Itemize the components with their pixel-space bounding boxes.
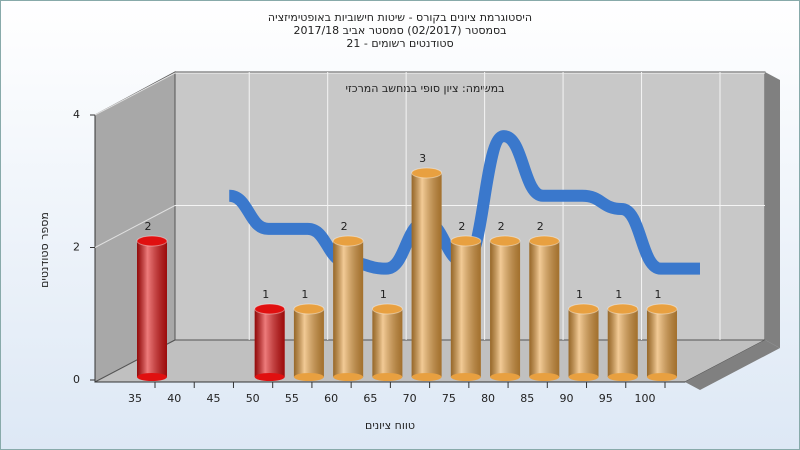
bar-base xyxy=(137,373,167,381)
x-tick-label: 55 xyxy=(285,392,299,405)
bar-shade xyxy=(293,309,324,377)
x-tick-label: 95 xyxy=(599,392,613,405)
bar-top xyxy=(646,303,678,315)
bar-shade xyxy=(137,241,167,377)
bar-top xyxy=(568,303,600,315)
y-tick-label: 0 xyxy=(73,373,80,386)
bar-base xyxy=(293,373,324,381)
bar-base xyxy=(607,373,638,381)
bar-shade xyxy=(254,309,285,377)
data-label: 2 xyxy=(537,220,544,233)
data-label: 1 xyxy=(654,288,661,301)
annotation: במשימה: ציון סופי במחשב המרכזי xyxy=(345,82,504,95)
x-axis-label: טווח ציונים xyxy=(365,419,415,432)
data-label: 2 xyxy=(498,220,505,233)
bar-top xyxy=(450,235,482,247)
bar-base xyxy=(568,373,599,381)
bar-base xyxy=(411,373,442,381)
y-tick-label: 4 xyxy=(73,108,80,121)
bar-base xyxy=(372,373,403,381)
bar-shade xyxy=(607,309,638,377)
bar-top xyxy=(607,303,639,315)
bar-shade xyxy=(529,241,560,377)
bar-base xyxy=(529,373,560,381)
x-tick-label: 60 xyxy=(324,392,338,405)
chart-title: היסטוגרמת ציונים בקורס - שיטות חישוביות … xyxy=(268,11,532,24)
grid-line xyxy=(94,72,176,116)
data-label: 3 xyxy=(419,152,426,165)
bar-shade xyxy=(568,309,599,377)
bar-base xyxy=(490,373,521,381)
bar-shade xyxy=(333,241,364,377)
bar-top xyxy=(293,303,325,315)
bar-shade xyxy=(450,241,481,377)
bar-top xyxy=(489,235,521,247)
x-tick-label: 65 xyxy=(363,392,377,405)
x-tick-label: 45 xyxy=(206,392,220,405)
x-tick-label: 70 xyxy=(403,392,417,405)
bar-top xyxy=(136,235,168,247)
bar-shade xyxy=(646,309,677,377)
data-label: 1 xyxy=(301,288,308,301)
bar-top xyxy=(411,167,443,179)
y-axis-label: מספר סטודנטים xyxy=(38,212,51,288)
x-tick-label: 80 xyxy=(481,392,495,405)
bar-base xyxy=(333,373,364,381)
x-tick-label: 100 xyxy=(634,392,655,405)
bar-top xyxy=(371,303,403,315)
floor-edge xyxy=(685,340,780,390)
x-tick-label: 85 xyxy=(520,392,534,405)
bar-top xyxy=(332,235,364,247)
grid-line xyxy=(94,205,176,248)
bar-shade xyxy=(372,309,403,377)
data-label: 2 xyxy=(341,220,348,233)
x-tick-label: 35 xyxy=(128,392,142,405)
chart-subtitle: סטודנטים רשומים - 21 xyxy=(346,37,453,50)
y-tick-label: 2 xyxy=(73,241,80,254)
bar-top xyxy=(254,303,286,315)
chart-subtitle: בסמסטר (02/2017) סמסטר אביב 2017/18 xyxy=(293,24,506,37)
data-label: 1 xyxy=(380,288,387,301)
bar-base xyxy=(646,373,677,381)
bar-top xyxy=(528,235,560,247)
x-tick-label: 90 xyxy=(560,392,574,405)
x-tick-label: 75 xyxy=(442,392,456,405)
bar-shade xyxy=(411,173,442,377)
data-label: 1 xyxy=(262,288,269,301)
data-label: 2 xyxy=(458,220,465,233)
bar-shade xyxy=(490,241,521,377)
wall-edge xyxy=(765,72,780,348)
data-label: 2 xyxy=(145,220,152,233)
data-label: 1 xyxy=(615,288,622,301)
data-label: 1 xyxy=(576,288,583,301)
x-tick-label: 40 xyxy=(167,392,181,405)
bar-base xyxy=(450,373,481,381)
bar-base xyxy=(254,373,285,381)
x-tick-label: 50 xyxy=(246,392,260,405)
